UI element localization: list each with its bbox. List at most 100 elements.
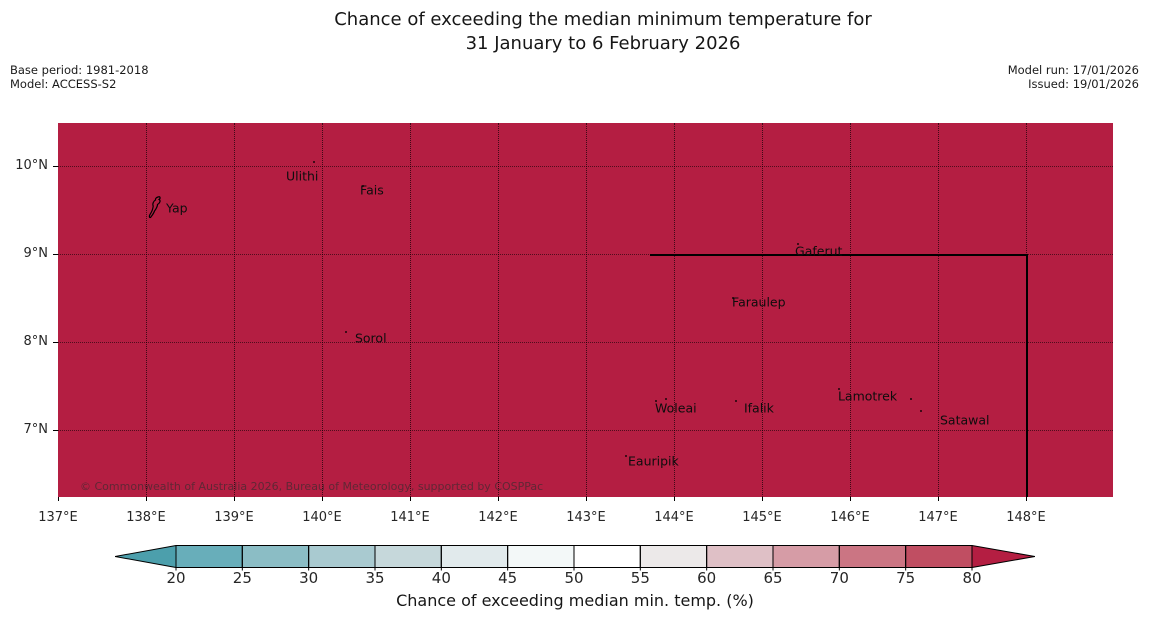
x-axis-tick-label: 145°E (742, 510, 782, 525)
colorbar-segment (241, 545, 310, 568)
colorbar-segment (308, 545, 376, 568)
island-dot (664, 397, 667, 400)
longitude-gridline (762, 123, 763, 497)
latitude-gridline (58, 430, 1113, 431)
y-axis-tick-label: 7°N (23, 422, 49, 437)
colorbar-tick-label: 60 (697, 569, 717, 587)
colorbar-over-arrow (971, 544, 1036, 569)
yap-island-icon (148, 196, 161, 219)
y-axis-tick-mark (53, 254, 58, 255)
x-axis-tick-label: 142°E (478, 510, 518, 525)
x-axis-tick-mark (497, 497, 499, 501)
colorbar-tick-label: 70 (829, 569, 849, 587)
colorbar-segment (772, 545, 840, 568)
x-axis-tick-mark (937, 497, 939, 501)
x-axis-tick-label: 144°E (654, 510, 694, 525)
colorbar-tick-label: 30 (299, 569, 319, 587)
x-axis-tick-label: 143°E (566, 510, 606, 525)
island-dot (655, 400, 658, 403)
place-label-gaferut: Gaferut (795, 243, 843, 259)
longitude-gridline (849, 123, 851, 497)
contour-line-vertical (1026, 254, 1028, 497)
y-axis-tick-mark (53, 165, 58, 167)
x-axis-tick-mark (233, 497, 235, 501)
contour-line-horizontal (649, 254, 1026, 256)
copyright-text: © Commonwealth of Australia 2026, Bureau… (80, 480, 544, 493)
longitude-gridline (585, 123, 587, 497)
place-label-faraulep: Faraulep (732, 294, 786, 310)
x-axis-tick-mark (674, 497, 675, 501)
meta-left: Base period: 1981-2018 Model: ACCESS-S2 (10, 63, 149, 91)
latitude-gridline (58, 254, 1113, 255)
meta-right: Model run: 17/01/2026 Issued: 19/01/2026 (1008, 63, 1139, 91)
island-dot (732, 296, 735, 299)
y-axis-tick-mark (53, 341, 58, 343)
colorbar-segment (573, 545, 641, 568)
island-dot (796, 243, 799, 246)
longitude-gridline (497, 123, 499, 497)
x-axis-tick-mark (849, 497, 851, 501)
island-dot (313, 161, 316, 164)
longitude-gridline (410, 123, 411, 497)
place-label-ifalik: Ifalik (743, 400, 774, 416)
place-label-ulithi: Ulithi (285, 168, 319, 184)
x-axis-tick-label: 138°E (126, 510, 166, 525)
x-axis-tick-mark (322, 497, 323, 501)
colorbar-tick-label: 50 (564, 569, 584, 587)
island-dot (919, 409, 922, 412)
colorbar-segment (905, 545, 973, 568)
colorbar (114, 544, 1036, 571)
place-label-lamotrek: Lamotrek (837, 388, 898, 404)
longitude-gridline (233, 123, 235, 497)
colorbar-segment (838, 545, 907, 568)
island-dot (735, 400, 738, 403)
colorbar-tick-label: 75 (896, 569, 916, 587)
colorbar-segment (440, 545, 509, 568)
latitude-gridline (58, 165, 1113, 167)
x-axis-tick-mark (762, 497, 763, 501)
y-axis-tick-mark (53, 430, 58, 431)
title-line-1: Chance of exceeding the median minimum t… (334, 9, 872, 30)
page-title: Chance of exceeding the median minimum t… (56, 8, 1150, 56)
longitude-gridline (937, 123, 939, 497)
colorbar-label: Chance of exceeding median min. temp. (%… (396, 591, 754, 610)
colorbar-tick-label: 65 (763, 569, 783, 587)
colorbar-tick-label: 80 (962, 569, 982, 587)
y-axis-tick-label: 8°N (23, 333, 49, 349)
colorbar-tick-label: 25 (232, 569, 252, 587)
base-period-text: Base period: 1981-2018 (10, 63, 149, 77)
island-dot (344, 330, 347, 333)
place-label-sorol: Sorol (354, 330, 387, 346)
longitude-gridline (674, 123, 675, 497)
colorbar-tick-label: 40 (431, 569, 451, 587)
x-axis-tick-label: 147°E (918, 510, 958, 525)
longitude-gridline (322, 123, 323, 497)
island-dot (361, 185, 364, 188)
x-axis-tick-mark (585, 497, 587, 501)
colorbar-gradient (114, 544, 1036, 571)
x-axis-tick-label: 146°E (830, 510, 870, 525)
x-axis-tick-label: 141°E (390, 510, 430, 525)
model-run-text: Model run: 17/01/2026 (1007, 63, 1139, 77)
place-label-yap: Yap (166, 200, 188, 216)
x-axis-tick-mark (1026, 497, 1027, 501)
x-axis-tick-label: 148°E (1006, 510, 1046, 525)
island-dot (910, 397, 913, 400)
colorbar-segment (175, 545, 243, 568)
x-axis-tick-label: 139°E (214, 510, 254, 525)
place-label-fais: Fais (360, 182, 384, 198)
x-axis-tick-label: 140°E (302, 510, 342, 525)
x-axis-tick-mark (410, 497, 411, 501)
latitude-gridline (58, 341, 1113, 343)
x-axis-tick-mark (145, 497, 147, 501)
colorbar-tick-label: 35 (365, 569, 385, 587)
longitude-gridline (145, 123, 147, 497)
colorbar-tick-label: 55 (630, 569, 650, 587)
place-label-eauripik: Eauripik (628, 453, 679, 469)
model-text: Model: ACCESS-S2 (10, 77, 117, 91)
place-label-woleai: Woleai (655, 400, 697, 416)
colorbar-tick-label: 45 (498, 569, 518, 587)
island-dot (837, 388, 840, 391)
island-dot (624, 455, 627, 458)
